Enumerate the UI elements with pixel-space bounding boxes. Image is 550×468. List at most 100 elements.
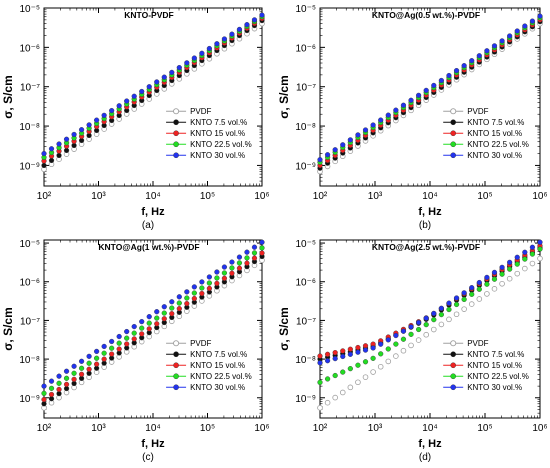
data-point: [48, 157, 55, 164]
data-point: [491, 276, 498, 282]
data-point: [244, 22, 250, 28]
x-tick-label: 10⁶: [254, 423, 269, 434]
legend-marker: [173, 119, 179, 126]
data-point: [124, 335, 130, 341]
data-point: [347, 351, 353, 357]
data-point: [393, 353, 399, 359]
data-point: [191, 290, 197, 296]
data-point: [476, 279, 482, 286]
data-point: [400, 102, 407, 108]
data-point: [537, 255, 543, 262]
data-point: [317, 157, 323, 163]
data-point: [169, 311, 175, 317]
data-point: [362, 374, 369, 380]
data-point: [385, 358, 392, 365]
series-knto-30-vol-: [41, 239, 265, 389]
series-knto-22-5-vol-: [317, 246, 543, 385]
data-point: [400, 336, 407, 342]
data-point: [423, 331, 430, 338]
data-point: [184, 295, 190, 301]
legend-marker: [450, 141, 457, 148]
data-point: [109, 338, 115, 345]
y-tick-label: 10⁻⁹: [19, 161, 40, 172]
data-point: [169, 299, 175, 305]
data-point: [259, 12, 265, 18]
legend-label: KNTO 15 vol.%: [190, 129, 245, 138]
data-point: [71, 131, 77, 138]
data-point: [522, 23, 528, 29]
data-point: [41, 150, 47, 157]
data-point: [146, 84, 152, 90]
data-point: [251, 17, 258, 23]
legend-marker: [450, 119, 457, 126]
legend: PVDF KNTO 7.5 vol.% KNTO 15 vol.% KNTO 22.5…: [166, 339, 252, 392]
data-point: [370, 122, 376, 128]
data-point: [161, 310, 167, 316]
data-point: [154, 79, 160, 85]
data-point: [393, 332, 399, 339]
x-tick-label: 10⁴: [422, 191, 437, 202]
data-point: [430, 326, 437, 333]
data-point: [537, 239, 543, 245]
chart-panel-2: 10² 10³ 10⁴ 10⁵ 10⁶ 10⁻⁹ 10⁻⁸ 10⁻⁷ 10⁻⁶ 10⁻⁵ f, Hz…: [277, 4, 548, 218]
data-point: [408, 331, 414, 337]
chart-title: KNTO@Ag(2.5 wt.%)-PVDF: [372, 242, 480, 252]
legend-label: KNTO 7.5 vol.%: [190, 118, 247, 127]
data-point: [214, 41, 220, 47]
data-point: [491, 269, 498, 275]
legend-label: PVDF: [467, 107, 488, 116]
data-point: [476, 53, 482, 59]
data-point: [484, 274, 490, 281]
panel-caption: (d): [419, 452, 431, 463]
data-point: [124, 98, 130, 104]
data-point: [416, 326, 422, 333]
data-point: [468, 301, 475, 307]
data-point: [191, 55, 197, 61]
data-point: [139, 331, 145, 337]
data-point: [154, 309, 160, 315]
data-point: [340, 142, 346, 148]
data-point: [453, 301, 460, 308]
data-point: [347, 384, 354, 391]
series-knto-15-vol-: [41, 250, 265, 403]
data-point: [214, 275, 220, 281]
legend-label: KNTO 7.5 vol.%: [467, 118, 524, 127]
y-tick-label: 10⁻⁵: [19, 239, 40, 250]
data-point: [56, 380, 62, 386]
data-point: [206, 45, 212, 52]
data-point: [78, 127, 85, 133]
data-point: [340, 348, 346, 354]
data-point: [332, 394, 338, 401]
legend-marker: [450, 108, 457, 115]
data-point: [362, 127, 369, 133]
data-point: [484, 281, 490, 287]
x-tick-label: 10³: [368, 191, 383, 202]
data-point: [101, 343, 107, 350]
data-point: [362, 347, 369, 353]
data-point: [446, 300, 452, 306]
data-point: [251, 250, 258, 256]
data-point: [199, 279, 205, 285]
data-point: [184, 289, 190, 295]
legend-label: KNTO 15 vol.%: [467, 129, 522, 138]
x-tick-label: 10⁵: [200, 191, 215, 202]
data-point: [469, 291, 475, 297]
data-point: [56, 386, 62, 393]
chart-panel-1: 10² 10³ 10⁴ 10⁵ 10⁶ 10⁻⁹ 10⁻⁸ 10⁻⁷ 10⁻⁶ 10⁻⁵ f, Hz…: [1, 4, 270, 218]
legend-marker: [173, 384, 179, 391]
data-point: [86, 353, 92, 359]
data-point: [324, 351, 331, 357]
data-point: [176, 65, 182, 71]
data-point: [71, 370, 77, 376]
data-point: [537, 13, 543, 19]
data-point: [229, 259, 235, 265]
data-point: [48, 385, 55, 391]
y-tick-label: 10⁻⁷: [20, 83, 40, 94]
data-point: [332, 350, 338, 356]
data-point: [56, 373, 62, 379]
series-knto-30-vol-: [317, 13, 543, 163]
y-axis-label: σ, S/cm: [1, 307, 15, 351]
legend-marker: [173, 141, 179, 148]
data-point: [431, 317, 437, 323]
